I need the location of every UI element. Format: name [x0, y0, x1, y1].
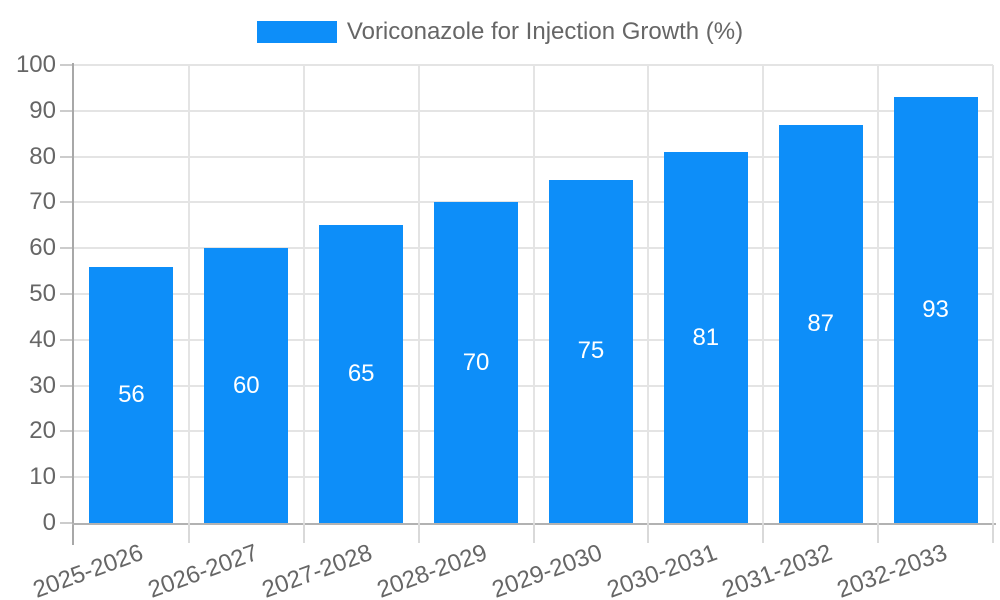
x-tick-mark: [647, 523, 650, 543]
x-tick-mark: [532, 523, 535, 543]
gridline-vertical: [302, 65, 305, 523]
y-tick-mark: [60, 155, 74, 158]
y-tick-label: 30: [29, 371, 56, 399]
y-tick-label: 100: [15, 51, 56, 78]
y-tick-mark: [60, 384, 74, 387]
bar-value-label: 70: [462, 348, 490, 376]
bar-value-label: 65: [347, 360, 375, 388]
y-tick-label: 0: [42, 509, 56, 536]
bar: 81: [663, 152, 748, 523]
y-tick-mark: [60, 201, 74, 204]
y-tick-label: 40: [29, 325, 56, 353]
bar-value-label: 60: [232, 371, 260, 399]
legend-series-label: Voriconazole for Injection Growth (%): [346, 18, 744, 45]
bar: 87: [778, 124, 863, 523]
gridline-vertical: [532, 65, 535, 523]
y-tick-label: 70: [29, 188, 56, 216]
x-tick-label: 2025-2026: [29, 539, 147, 600]
bar: 60: [204, 248, 289, 523]
y-tick-mark: [60, 476, 74, 479]
gridline-vertical: [992, 65, 994, 523]
x-tick-label: 2029-2030: [488, 539, 606, 600]
gridline-vertical: [762, 65, 765, 523]
bar-value-label: 87: [807, 309, 835, 337]
bar-value-label: 75: [577, 337, 605, 365]
gridline-vertical: [187, 65, 190, 523]
x-tick-label: 2026-2027: [144, 539, 262, 600]
y-tick-mark: [60, 522, 74, 524]
y-tick-mark: [60, 293, 74, 295]
y-tick-mark: [60, 338, 74, 341]
x-tick-mark: [877, 523, 880, 543]
gridline-vertical: [877, 65, 880, 523]
x-tick-mark: [187, 523, 190, 543]
y-tick-label: 20: [29, 417, 56, 445]
y-tick-mark: [60, 64, 74, 66]
y-tick-label: 90: [29, 96, 56, 124]
y-tick-mark: [60, 430, 74, 433]
y-tick-mark: [60, 247, 74, 250]
legend-item[interactable]: Voriconazole for Injection Growth (%): [256, 18, 744, 46]
gridline-vertical: [417, 65, 420, 523]
y-axis-line: [72, 63, 74, 545]
bar-value-label: 81: [692, 323, 720, 351]
x-tick-mark: [762, 523, 765, 543]
x-tick-label: 2032-2033: [833, 539, 951, 600]
bar: 70: [434, 202, 519, 523]
bar: 65: [319, 225, 404, 523]
gridline-vertical: [647, 65, 650, 523]
chart-legend: Voriconazole for Injection Growth (%): [0, 18, 1000, 46]
y-tick-label: 80: [29, 142, 56, 170]
x-tick-mark: [302, 523, 305, 543]
x-tick-label: 2028-2029: [373, 539, 491, 600]
y-tick-label: 10: [29, 463, 56, 491]
x-tick-mark: [417, 523, 420, 543]
x-tick-mark: [992, 523, 994, 543]
bar-value-label: 93: [922, 296, 949, 324]
bar-value-label: 56: [118, 380, 145, 408]
y-tick-label: 60: [29, 234, 56, 262]
x-tick-label: 2030-2031: [603, 539, 721, 600]
plot-area: 56 60 65 70 75 81 87 93: [74, 64, 994, 523]
legend-color-swatch: [256, 21, 337, 43]
bar: 93: [893, 97, 978, 523]
bar: 75: [548, 179, 633, 523]
x-tick-label: 2027-2028: [258, 539, 377, 600]
bar: 56: [89, 266, 174, 523]
y-tick-mark: [60, 109, 74, 112]
x-tick-label: 2031-2032: [718, 539, 836, 600]
y-tick-label: 50: [29, 280, 56, 307]
